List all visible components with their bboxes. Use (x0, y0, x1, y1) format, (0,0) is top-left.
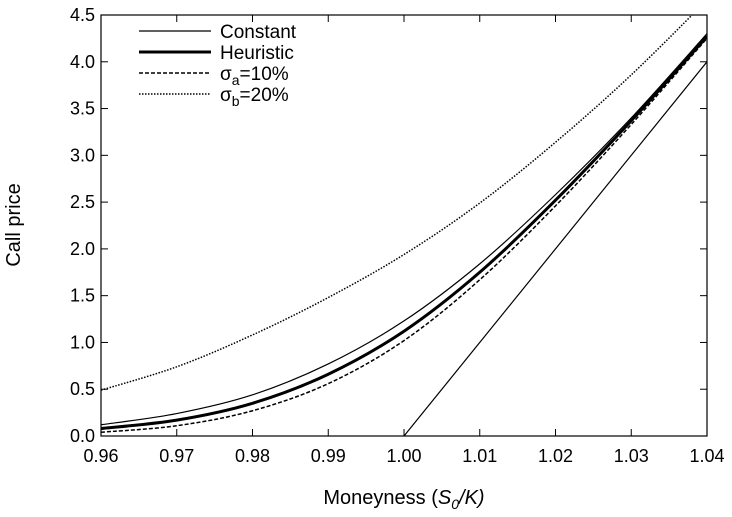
x-tick-label: 1.03 (614, 446, 649, 466)
y-tick-label: 4.5 (70, 5, 95, 25)
x-axis-label: Moneyness (S0/K) (323, 487, 484, 512)
x-tick-label: 1.02 (538, 446, 573, 466)
x-tick-label: 1.01 (462, 446, 497, 466)
legend-entry-sigma-a-label: σa=10% (220, 64, 289, 88)
ticks-layer: 0.96 0.97 0.98 0.99 1.00 1.01 1.02 1.03 1.04 0.0 0… (70, 5, 725, 466)
y-tick-label: 4.0 (70, 52, 95, 72)
x-tick-label: 0.97 (159, 446, 194, 466)
y-tick-label: 3.5 (70, 99, 95, 119)
y-tick-label: 1.0 (70, 332, 95, 352)
y-tick-label: 0.0 (70, 426, 95, 446)
x-tick-label: 1.04 (689, 446, 724, 466)
series-sigma-b (101, 15, 694, 391)
x-axis-label-sub: 0 (451, 496, 459, 512)
x-tick-label: 0.96 (83, 446, 118, 466)
y-tick-label: 2.0 (70, 239, 95, 259)
x-axis-label-suffix: /K) (457, 487, 485, 509)
legend-entry-constant-label: Constant (220, 22, 297, 43)
y-tick-label: 0.5 (70, 379, 95, 399)
plot-frame (100, 14, 708, 437)
series-layer (101, 15, 707, 436)
x-tick-label: 0.99 (311, 446, 346, 466)
x-axis-label-prefix: Moneyness ( (323, 487, 438, 509)
legend-entry-heuristic-label: Heuristic (220, 43, 294, 64)
series-payoff (403, 61, 707, 436)
legend-entry-sigma-b-label: σb=20% (220, 85, 289, 109)
x-axis-label-var: S (438, 487, 452, 509)
series-constant (101, 33, 707, 426)
series-sigma-a (101, 37, 707, 434)
x-tick-label: 1.00 (386, 446, 421, 466)
y-tick-label: 3.0 (70, 145, 95, 165)
series-heuristic (101, 35, 707, 431)
y-axis-label: Call price (3, 183, 25, 266)
y-tick-label: 1.5 (70, 286, 95, 306)
x-tick-label: 0.98 (235, 446, 270, 466)
y-tick-label: 2.5 (70, 192, 95, 212)
